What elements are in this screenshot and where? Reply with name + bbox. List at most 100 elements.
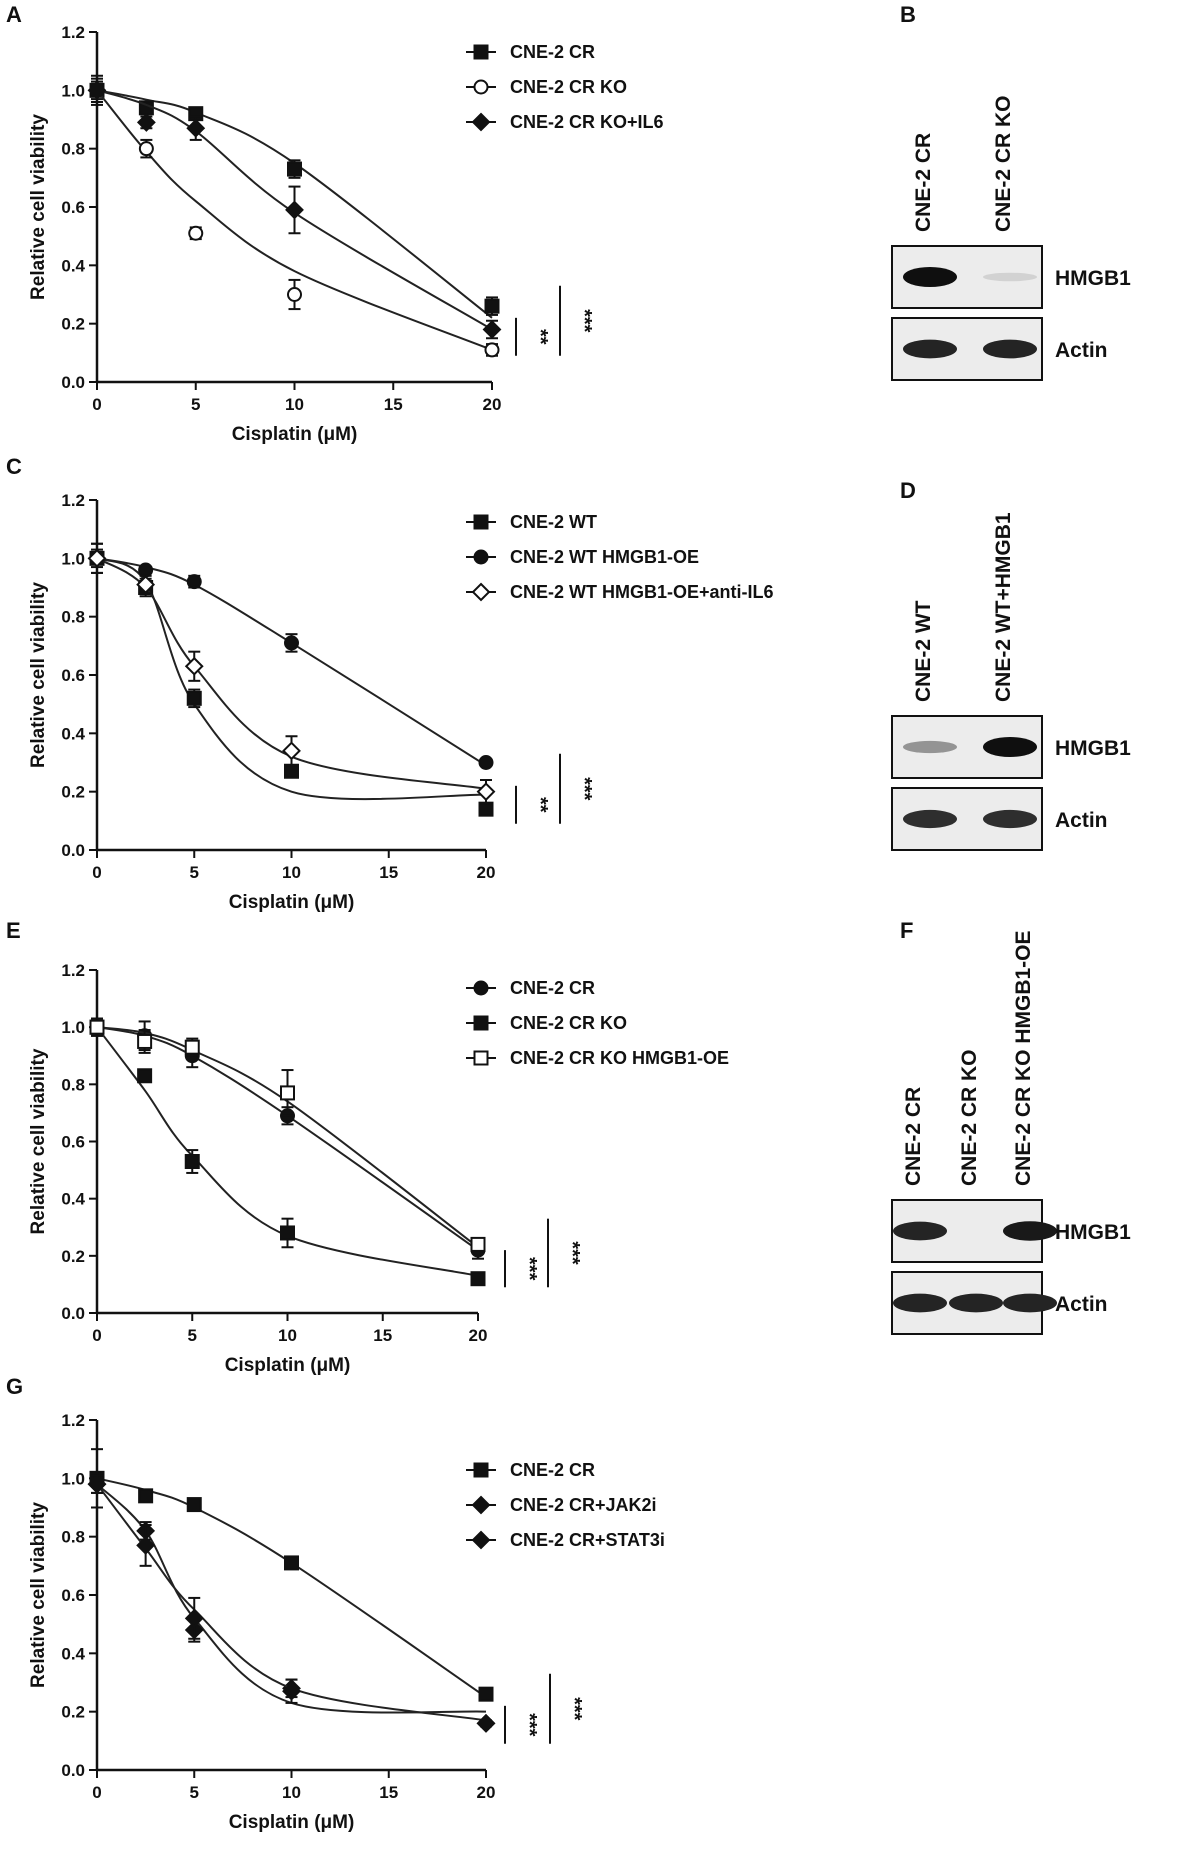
protein-band [983, 737, 1037, 757]
y-tick-label: 1.0 [61, 1018, 85, 1037]
data-point [87, 548, 107, 568]
data-point [138, 141, 154, 157]
fit-curve [96, 1483, 487, 1722]
data-point [470, 1236, 486, 1252]
legend-marker [473, 980, 489, 996]
blot-row-label: Actin [1055, 1293, 1108, 1316]
y-axis-title: Relative cell viability [28, 1502, 49, 1688]
lane-label: CNE-2 WT [912, 600, 935, 702]
x-tick-label: 0 [92, 1326, 101, 1345]
x-axis-title: Cisplatin (μM) [225, 1355, 351, 1376]
panel-letter-f: F [900, 918, 913, 943]
lane-label: CNE-2 WT+HMGB1 [992, 512, 1015, 702]
x-tick-label: 0 [92, 395, 101, 414]
protein-band [903, 267, 957, 287]
protein-band [983, 272, 1037, 282]
y-tick-label: 1.2 [61, 491, 85, 510]
y-tick-label: 0.0 [61, 841, 85, 860]
blot-row-label: HMGB1 [1055, 1221, 1131, 1244]
data-point [87, 80, 107, 100]
series-2 [89, 1017, 486, 1287]
significance-label: *** [518, 1713, 540, 1737]
fit-curve [96, 89, 493, 351]
x-tick-label: 0 [92, 1783, 101, 1802]
data-point [184, 656, 204, 676]
blot-row-label: HMGB1 [1055, 267, 1131, 290]
data-point [87, 1474, 107, 1494]
data-point [184, 1608, 204, 1628]
data-point [137, 1033, 153, 1049]
data-point [136, 575, 156, 594]
lane-label: CNE-2 CR KO HMGB1-OE [1012, 930, 1035, 1186]
data-point [284, 1555, 299, 1571]
legend-label: CNE-2 CR [510, 978, 595, 998]
y-tick-label: 1.0 [61, 81, 85, 100]
data-point [482, 320, 502, 339]
protein-band [1003, 1293, 1057, 1313]
y-tick-label: 0.2 [61, 783, 85, 802]
panel-letter-g: G [6, 1374, 23, 1399]
legend-label: CNE-2 WT HMGB1-OE [510, 547, 699, 567]
y-tick-label: 0.8 [61, 140, 85, 159]
x-axis-title: Cisplatin (μM) [232, 424, 358, 445]
data-point [188, 225, 204, 241]
y-tick-label: 0.6 [61, 1586, 85, 1605]
y-tick-label: 0.4 [61, 1190, 85, 1209]
series-3 [87, 1474, 496, 1733]
legend-marker [471, 112, 491, 132]
y-tick-label: 0.6 [61, 666, 85, 685]
western-blot-b: CNE-2 CR CNE-2 CR KO HMGB1 Actin [891, 95, 1131, 381]
legend-label: CNE-2 CR KO+IL6 [510, 112, 664, 132]
western-blot-d: CNE-2 WT CNE-2 WT+HMGB1 HMGB1 Actin [891, 512, 1131, 851]
data-point [282, 1681, 301, 1701]
significance-label: ** [529, 797, 551, 813]
y-tick-label: 0.2 [61, 1703, 85, 1722]
blot-row-label: Actin [1055, 339, 1108, 362]
y-tick-label: 1.2 [61, 961, 85, 980]
y-tick-label: 1.2 [61, 23, 85, 42]
y-tick-label: 0.0 [61, 1761, 85, 1780]
legend-marker [473, 1050, 489, 1066]
fit-curve [96, 1026, 479, 1249]
x-axis-title: Cisplatin (μM) [229, 1812, 355, 1833]
legend-label: CNE-2 WT [510, 512, 597, 532]
significance-label: *** [518, 1257, 540, 1281]
data-point [484, 298, 500, 314]
data-point [186, 118, 206, 138]
data-point [285, 200, 304, 220]
legend-marker [473, 44, 489, 60]
x-tick-label: 20 [477, 1783, 496, 1802]
x-tick-label: 20 [477, 863, 496, 882]
panel-letter-e: E [6, 918, 21, 943]
x-tick-label: 10 [285, 395, 304, 414]
legend-label: CNE-2 CR+STAT3i [510, 1530, 665, 1550]
panel-letter-a: A [6, 2, 22, 27]
fit-curve [96, 1477, 487, 1698]
lane-label: CNE-2 CR [912, 133, 935, 232]
data-point [136, 1536, 156, 1555]
legend-label: CNE-2 CR [510, 42, 595, 62]
y-tick-label: 0.4 [61, 724, 85, 743]
data-point [478, 755, 494, 770]
blot-row-label: HMGB1 [1055, 737, 1131, 760]
x-axis-title: Cisplatin (μM) [229, 892, 355, 913]
panel-letter-c: C [6, 454, 22, 479]
y-tick-label: 0.2 [61, 1247, 85, 1266]
data-point [280, 1085, 295, 1101]
legend-marker [471, 582, 491, 602]
y-axis-title: Relative cell viability [28, 582, 49, 768]
y-tick-label: 1.0 [61, 1469, 85, 1488]
data-point [138, 562, 154, 578]
y-tick-label: 0.6 [61, 198, 85, 217]
protein-band [983, 339, 1037, 359]
y-tick-label: 0.8 [61, 608, 85, 627]
protein-band [893, 1293, 947, 1313]
significance-label: ** [529, 329, 551, 345]
fit-curve [96, 89, 493, 319]
data-point [89, 1019, 105, 1035]
data-point [476, 782, 496, 802]
y-tick-label: 0.8 [61, 1528, 85, 1547]
protein-band [903, 809, 957, 829]
data-point [476, 1713, 496, 1733]
fit-curve [96, 1483, 487, 1714]
